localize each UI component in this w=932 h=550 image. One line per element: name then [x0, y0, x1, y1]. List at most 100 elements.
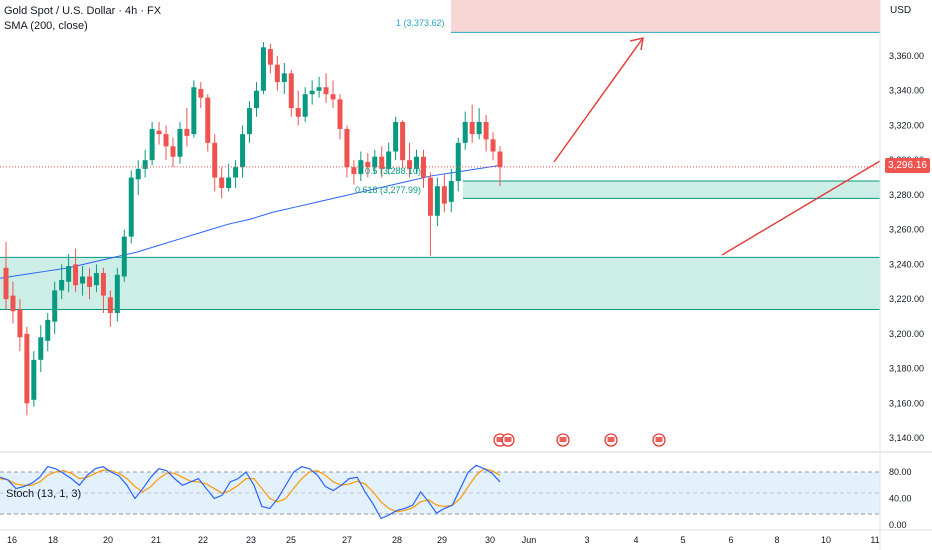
candle	[149, 121, 155, 166]
candle-body	[497, 151, 503, 168]
time-tick-label: 23	[246, 535, 256, 545]
candle-body	[476, 121, 482, 135]
candle-body	[267, 49, 273, 65]
candle	[337, 94, 343, 140]
candle	[128, 170, 134, 244]
projection-arrows	[553, 37, 881, 256]
event-flag	[504, 437, 512, 442]
price-axis[interactable]: 3,360.003,340.003,320.003,300.003,280.00…	[889, 51, 924, 443]
candle	[52, 281, 58, 334]
candle	[31, 351, 37, 407]
candle	[372, 149, 378, 175]
symbol-title[interactable]: Gold Spot / U.S. Dollar · 4h · FX	[4, 5, 162, 17]
main-pane[interactable]	[0, 0, 880, 450]
candle	[427, 172, 433, 256]
event-flag	[655, 437, 663, 442]
currency-button[interactable]: USD	[890, 5, 912, 16]
candle	[351, 160, 357, 185]
price-tick-label: 3,260.00	[889, 225, 924, 235]
candle	[323, 73, 329, 103]
time-tick-label: 27	[342, 535, 352, 545]
candle-body	[400, 121, 406, 161]
candle-body	[149, 128, 155, 161]
candle	[386, 142, 392, 175]
candle	[86, 267, 92, 300]
time-tick-label: 3	[584, 535, 589, 545]
candle-body	[253, 90, 259, 109]
time-tick-label: 5	[680, 535, 685, 545]
candle	[114, 267, 120, 322]
candle-body	[295, 108, 301, 117]
price-tick-label: 3,340.00	[889, 86, 924, 96]
candle	[434, 177, 440, 227]
candle	[309, 80, 315, 105]
candle-body	[337, 99, 343, 129]
flag-icon[interactable]	[604, 433, 618, 447]
time-tick-label: 20	[103, 535, 113, 545]
time-tick-label: 8	[774, 535, 779, 545]
candle	[73, 248, 79, 293]
candle-body	[24, 333, 30, 404]
zone-3[interactable]	[451, 0, 880, 33]
candle-body	[93, 273, 99, 286]
candle	[379, 146, 385, 178]
arrow-head	[629, 37, 644, 51]
candle-body	[393, 121, 399, 152]
candle	[497, 146, 503, 187]
zone-1[interactable]	[0, 257, 880, 310]
candle	[295, 90, 301, 126]
candle-body	[170, 146, 176, 157]
trend-line[interactable]	[721, 160, 881, 256]
stoch-tick-label: 40.00	[889, 494, 912, 504]
candle-body	[10, 295, 16, 312]
economic-events[interactable]	[493, 433, 666, 447]
candle	[240, 125, 246, 178]
time-tick-label: 21	[151, 535, 161, 545]
arrow-up-projection[interactable]	[553, 37, 644, 163]
candle-body	[59, 279, 65, 291]
candle	[205, 94, 211, 152]
candle	[177, 121, 183, 164]
candle-body	[142, 160, 148, 169]
candle-body	[177, 128, 183, 157]
flag-icon[interactable]	[652, 433, 666, 447]
candle-body	[73, 264, 79, 286]
candle-body	[455, 142, 461, 182]
candle-body	[107, 297, 113, 313]
price-tick-label: 3,160.00	[889, 398, 924, 408]
sma-legend[interactable]: SMA (200, close)	[4, 20, 88, 32]
candle-body	[135, 168, 141, 180]
candle	[490, 132, 496, 161]
candle	[462, 111, 468, 150]
candle-body	[198, 88, 204, 98]
candle	[247, 101, 253, 143]
candle-body	[121, 236, 127, 277]
candle-body	[372, 156, 378, 168]
event-flag	[607, 437, 615, 442]
flag-icon[interactable]	[501, 433, 515, 447]
time-tick-label: 4	[633, 535, 638, 545]
stoch-axis[interactable]: 80.00 40.00 0.00	[889, 467, 912, 530]
candle	[163, 125, 169, 161]
time-tick-label: Jun	[522, 535, 537, 545]
candle-body	[407, 160, 413, 169]
sma-line	[0, 164, 501, 279]
candle	[93, 264, 99, 293]
candle-body	[469, 121, 475, 135]
zone-layer	[0, 0, 880, 311]
time-axis[interactable]: 16 18 20 21 22 23 25 27 28 29 30 Jun 3 4 5 6 8 10 11	[7, 535, 880, 545]
candle	[156, 121, 162, 145]
candle	[260, 42, 266, 95]
zone-2[interactable]	[463, 181, 880, 199]
stoch-k-line	[0, 464, 501, 520]
current-price-tag: 3,296.16	[885, 158, 930, 173]
stoch-legend[interactable]: Stoch (13, 1, 3)	[6, 488, 82, 500]
candle	[274, 56, 280, 91]
candle-body	[38, 337, 44, 360]
candle-body	[260, 47, 266, 91]
flag-icon[interactable]	[556, 433, 570, 447]
candle	[142, 149, 148, 178]
fib-level-0618-label: 0.618 (3,277.99)	[355, 185, 422, 195]
candle-body	[448, 181, 454, 202]
